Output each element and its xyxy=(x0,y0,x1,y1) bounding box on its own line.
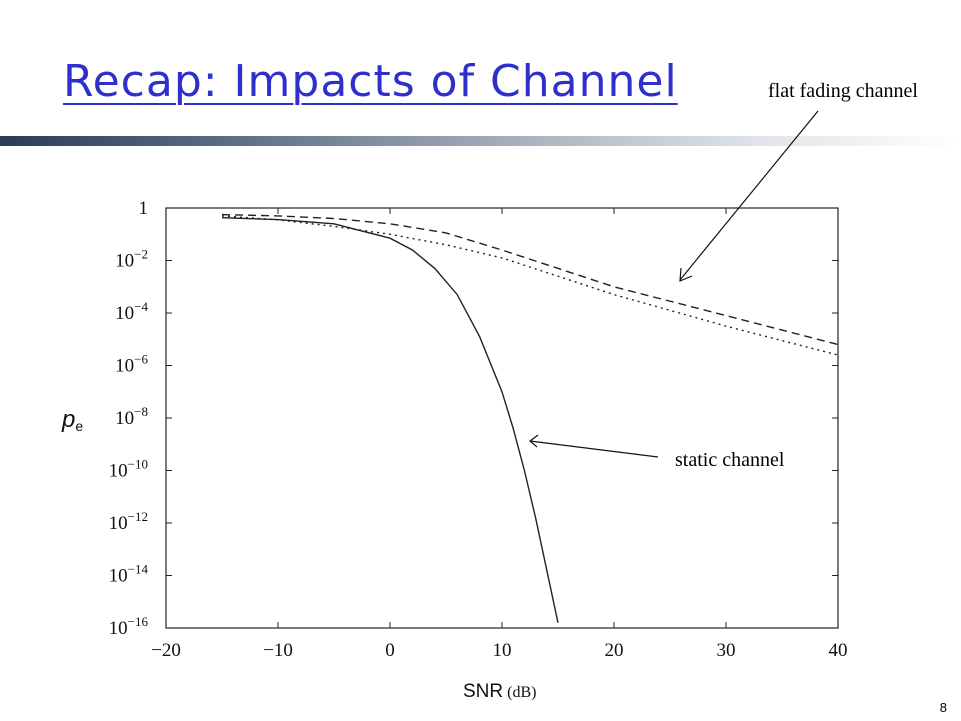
plot-frame xyxy=(165,207,839,629)
y-tick-label: 10−14 xyxy=(109,562,149,587)
title-gradient-bar xyxy=(0,136,961,146)
y-tick-label: 10−16 xyxy=(109,614,149,639)
x-tick-label: 0 xyxy=(385,640,395,661)
x-tick-label: −10 xyxy=(263,640,293,661)
series-dashed-line xyxy=(221,213,839,346)
slide-title: Recap: Impacts of Channel xyxy=(63,56,678,107)
y-tick-label: 10−4 xyxy=(115,299,148,324)
y-tick-label: 10−8 xyxy=(115,404,148,429)
x-axis-label: SNR (dB) xyxy=(463,681,536,702)
x-tick-label: 40 xyxy=(829,640,848,661)
y-tick-label: 10−10 xyxy=(109,457,148,482)
x-tick-label: 10 xyxy=(493,640,512,661)
y-axis-label: pe xyxy=(61,406,83,434)
flat-fading-arrow-line xyxy=(679,110,819,281)
y-tick-label: 1 xyxy=(139,198,149,219)
page-number: 8 xyxy=(939,700,947,715)
x-tick-label: 30 xyxy=(717,640,736,661)
y-tick-label: 10−12 xyxy=(109,509,148,534)
static-channel-annotation: static channel xyxy=(675,449,785,471)
static-arrow-line xyxy=(529,440,659,458)
y-tick-label: 10−2 xyxy=(115,247,148,272)
y-tick-label: 10−6 xyxy=(115,352,148,377)
static-arrowhead xyxy=(529,434,539,448)
series-dotted-line xyxy=(221,215,839,356)
x-tick-label: 20 xyxy=(605,640,624,661)
flat-fading-annotation: flat fading channel xyxy=(768,80,918,102)
x-tick-label: −20 xyxy=(151,640,181,661)
flat-fading-arrowhead xyxy=(679,267,693,282)
series-solid-line xyxy=(221,217,559,623)
